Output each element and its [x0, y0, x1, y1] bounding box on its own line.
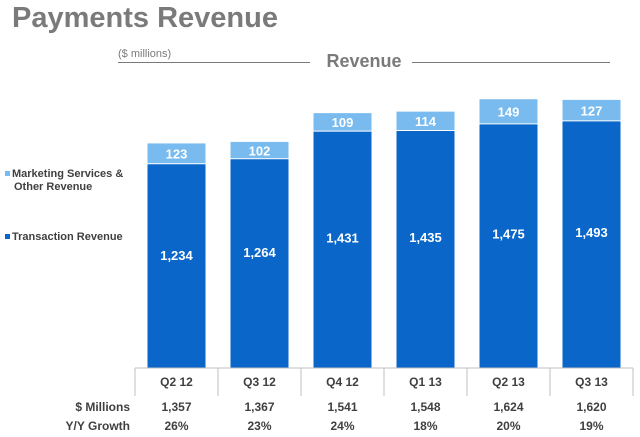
- chart-title: Revenue: [326, 51, 402, 71]
- bar-marketing: [562, 99, 621, 121]
- table-cell: 23%: [247, 419, 272, 433]
- legend-label-transaction: Transaction Revenue: [12, 231, 123, 243]
- data-label-marketing: 127: [581, 103, 603, 118]
- data-label-marketing: 123: [166, 147, 188, 162]
- data-label-marketing: 102: [249, 143, 271, 158]
- x-tick-label: Q2 12: [160, 375, 193, 389]
- bar-transaction: [479, 123, 538, 368]
- bar-marketing: [396, 111, 455, 131]
- data-label-transaction: 1,435: [409, 230, 442, 245]
- legend-item-marketing: Marketing Services & Other Revenue: [5, 168, 123, 194]
- table-cell: 18%: [413, 419, 438, 433]
- bar-transaction: [147, 163, 206, 368]
- legend-label-marketing-line1: Marketing Services &: [12, 168, 124, 180]
- table-cell: 26%: [164, 419, 189, 433]
- bar-transaction: [396, 130, 455, 368]
- data-label-transaction: 1,234: [160, 248, 193, 263]
- x-tick-label: Q1 13: [409, 375, 442, 389]
- table-row-label: $ Millions: [75, 400, 130, 414]
- table-cell: 20%: [496, 419, 521, 433]
- x-tick-label: Q3 12: [243, 375, 276, 389]
- bar-transaction: [230, 158, 289, 368]
- legend-swatch-marketing: [5, 171, 10, 176]
- x-tick-label: Q2 13: [492, 375, 525, 389]
- table-cell: 1,620: [576, 400, 607, 414]
- data-label-marketing: 114: [415, 114, 437, 129]
- table-cell: 1,357: [161, 400, 192, 414]
- table-cell: 1,548: [410, 400, 441, 414]
- title-rule-left: [118, 62, 310, 63]
- legend-label-marketing-line2: Other Revenue: [14, 181, 93, 193]
- table-cell: 1,367: [244, 400, 275, 414]
- data-label-transaction: 1,475: [492, 227, 525, 242]
- data-label-marketing: 109: [332, 115, 354, 130]
- bar-marketing: [230, 141, 289, 159]
- bar-marketing: [147, 143, 206, 164]
- title-rule-right: [412, 62, 610, 63]
- data-label-transaction: 1,431: [326, 230, 359, 245]
- data-label-transaction: 1,493: [575, 225, 608, 240]
- table-row-label: Y/Y Growth: [65, 419, 130, 433]
- bar-transaction: [313, 131, 372, 368]
- table-cell: 19%: [579, 419, 604, 433]
- legend-swatch-transaction: [5, 234, 10, 239]
- page-title: Payments Revenue: [12, 2, 278, 34]
- table-cell: 1,541: [327, 400, 358, 414]
- data-label-transaction: 1,264: [243, 245, 276, 260]
- bar-transaction: [562, 120, 621, 368]
- units-note: ($ millions): [118, 48, 172, 60]
- table-cell: 24%: [330, 419, 355, 433]
- x-tick-label: Q4 12: [326, 375, 359, 389]
- bar-marketing: [479, 99, 538, 124]
- bar-marketing: [313, 113, 372, 132]
- data-label-marketing: 149: [498, 105, 520, 120]
- legend-item-transaction: Transaction Revenue: [5, 231, 123, 244]
- x-tick-label: Q3 13: [575, 375, 608, 389]
- table-cell: 1,624: [493, 400, 524, 414]
